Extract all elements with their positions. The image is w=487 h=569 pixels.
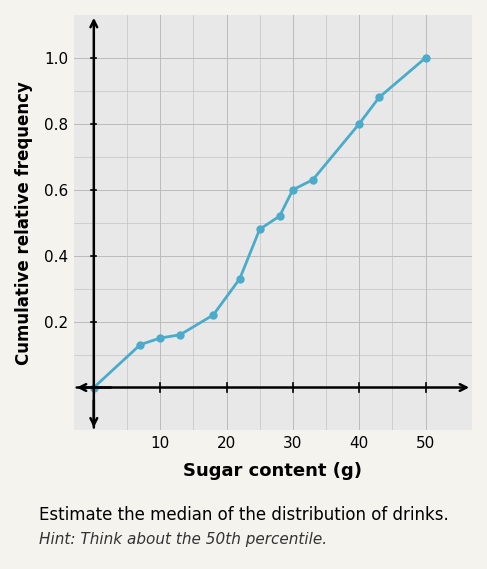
Text: Hint: Think about the 50th percentile.: Hint: Think about the 50th percentile. (39, 532, 327, 547)
Text: Estimate the median of the distribution of drinks.: Estimate the median of the distribution … (39, 506, 449, 524)
X-axis label: Sugar content (g): Sugar content (g) (184, 462, 362, 480)
Y-axis label: Cumulative relative frequency: Cumulative relative frequency (15, 81, 33, 365)
